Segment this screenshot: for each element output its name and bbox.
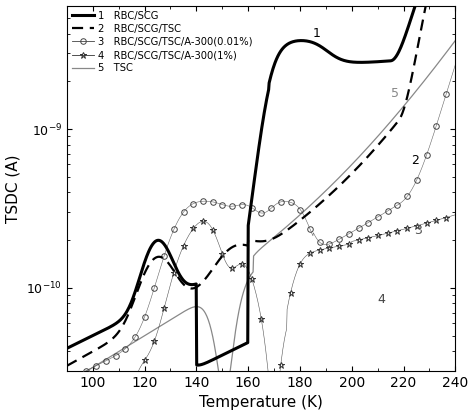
Text: 2: 2 bbox=[411, 154, 419, 167]
X-axis label: Temperature (K): Temperature (K) bbox=[199, 396, 323, 411]
Text: 3: 3 bbox=[414, 223, 422, 237]
Y-axis label: TSDC (A): TSDC (A) bbox=[6, 154, 20, 223]
Legend: 1   RBC/SCG, 2   RBC/SCG/TSC, 3   RBC/SCG/TSC/A-300(0.01%), 4   RBC/SCG/TSC/A-30: 1 RBC/SCG, 2 RBC/SCG/TSC, 3 RBC/SCG/TSC/… bbox=[72, 10, 252, 73]
Text: 4: 4 bbox=[378, 293, 385, 306]
Text: 5: 5 bbox=[391, 87, 399, 100]
Text: 1: 1 bbox=[313, 27, 321, 40]
